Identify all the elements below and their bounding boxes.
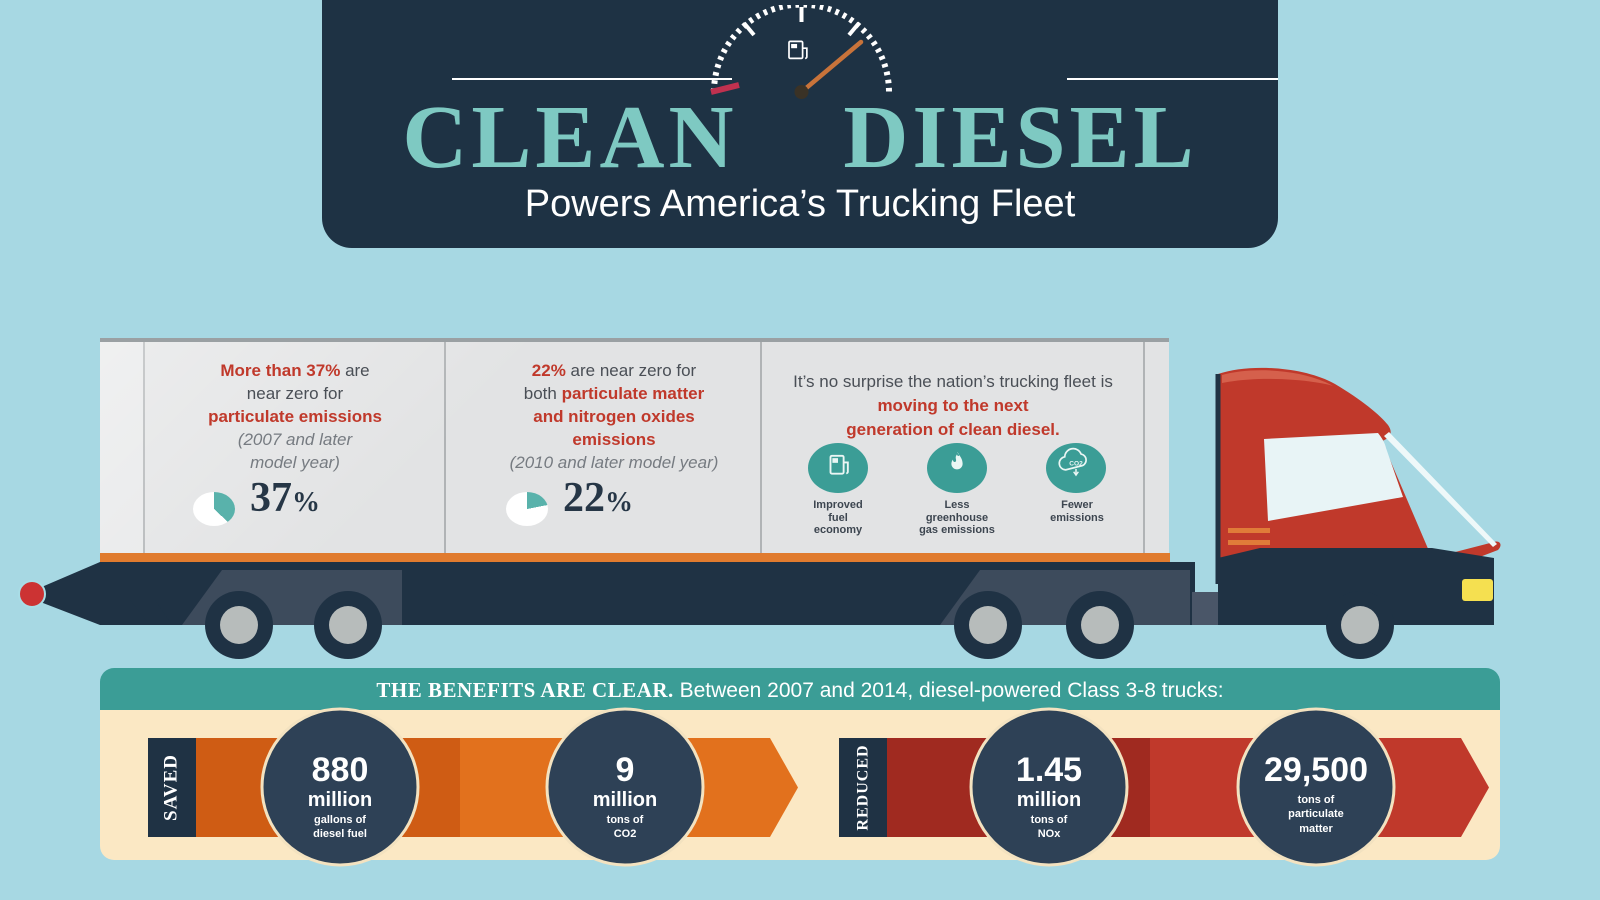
svg-text:CO2: CO2 [1069, 461, 1083, 468]
